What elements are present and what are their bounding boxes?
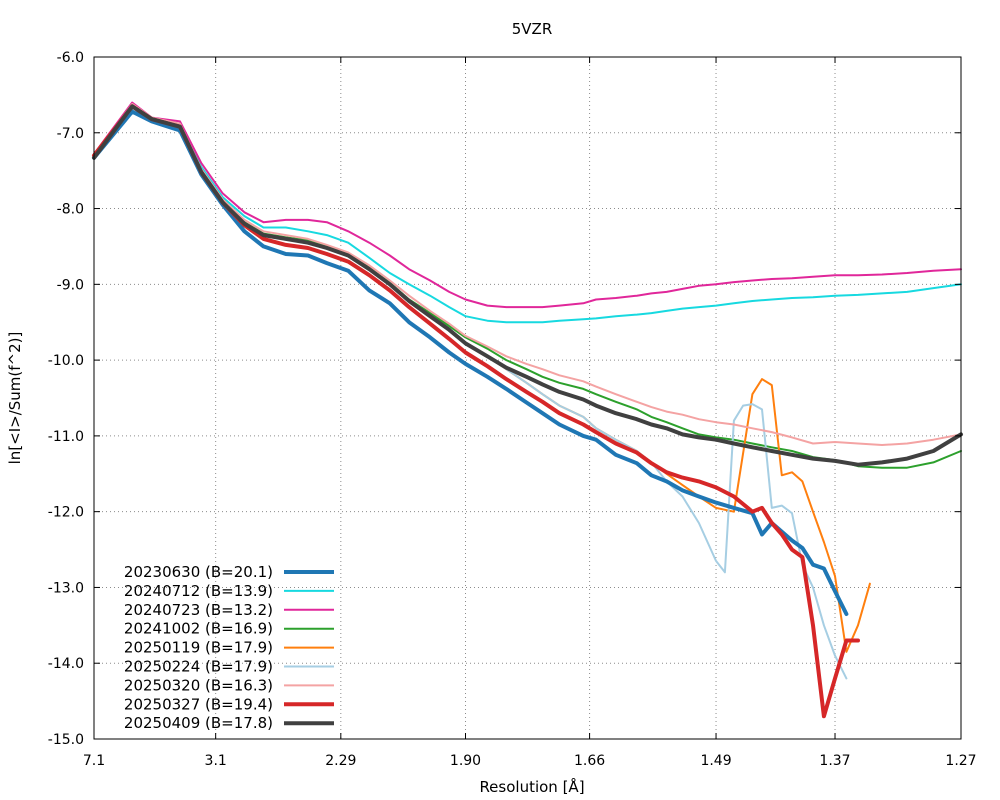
chart-title: 5VZR bbox=[512, 20, 553, 38]
y-tick-label: -10.0 bbox=[48, 353, 84, 369]
y-ticks: -6.0 -7.0 -8.0 -9.0 -10.0 -11.0 -12.0 -13.0 -14.… bbox=[48, 50, 961, 748]
series-line-1 bbox=[93, 103, 962, 324]
y-tick-label: -12.0 bbox=[48, 505, 84, 521]
series-layer bbox=[92, 101, 963, 719]
x-axis-label: Resolution [Å] bbox=[479, 777, 584, 796]
y-tick-label: -9.0 bbox=[57, 277, 84, 293]
x-tick-label: 2.29 bbox=[325, 753, 356, 769]
legend: 20230630 (B=20.1)20240712 (B=13.9)202407… bbox=[124, 563, 334, 732]
x-tick-label: 7.1 bbox=[83, 753, 105, 769]
series-line-2 bbox=[93, 101, 962, 309]
y-tick-label: -11.0 bbox=[48, 429, 84, 445]
series-line-6 bbox=[93, 103, 962, 446]
x-tick-label: 3.1 bbox=[205, 753, 227, 769]
x-tick-label: 1.49 bbox=[700, 753, 731, 769]
y-tick-label: -7.0 bbox=[57, 126, 84, 142]
legend-label: 20230630 (B=20.1) bbox=[124, 563, 273, 581]
series-line-7 bbox=[92, 104, 860, 719]
legend-label: 20240723 (B=13.2) bbox=[124, 601, 273, 619]
series-line-8 bbox=[92, 104, 963, 467]
x-tick-label: 1.90 bbox=[450, 753, 481, 769]
y-axis-label: ln[<I>/Sum(f^2)] bbox=[6, 332, 24, 465]
y-tick-label: -6.0 bbox=[57, 50, 84, 66]
y-tick-label: -8.0 bbox=[57, 202, 84, 218]
legend-label: 20250327 (B=19.4) bbox=[124, 695, 273, 713]
plot-frame bbox=[93, 56, 962, 740]
x-tick-label: 1.27 bbox=[945, 753, 976, 769]
legend-label: 20240712 (B=13.9) bbox=[124, 582, 273, 600]
y-tick-label: -14.0 bbox=[48, 656, 84, 672]
x-tick-label: 1.37 bbox=[819, 753, 850, 769]
x-ticks: 7.1 3.1 2.29 1.90 1.66 1.49 1.37 1.27 bbox=[83, 57, 977, 769]
legend-label: 20250409 (B=17.8) bbox=[124, 714, 273, 732]
y-tick-label: -15.0 bbox=[48, 732, 84, 748]
legend-label: 20250119 (B=17.9) bbox=[124, 639, 273, 657]
series-line-0 bbox=[92, 109, 849, 616]
legend-label: 20250320 (B=16.3) bbox=[124, 676, 273, 694]
x-tick-label: 1.66 bbox=[574, 753, 605, 769]
legend-label: 20241002 (B=16.9) bbox=[124, 620, 273, 638]
legend-label: 20250224 (B=17.9) bbox=[124, 658, 273, 676]
y-tick-label: -13.0 bbox=[48, 580, 84, 596]
